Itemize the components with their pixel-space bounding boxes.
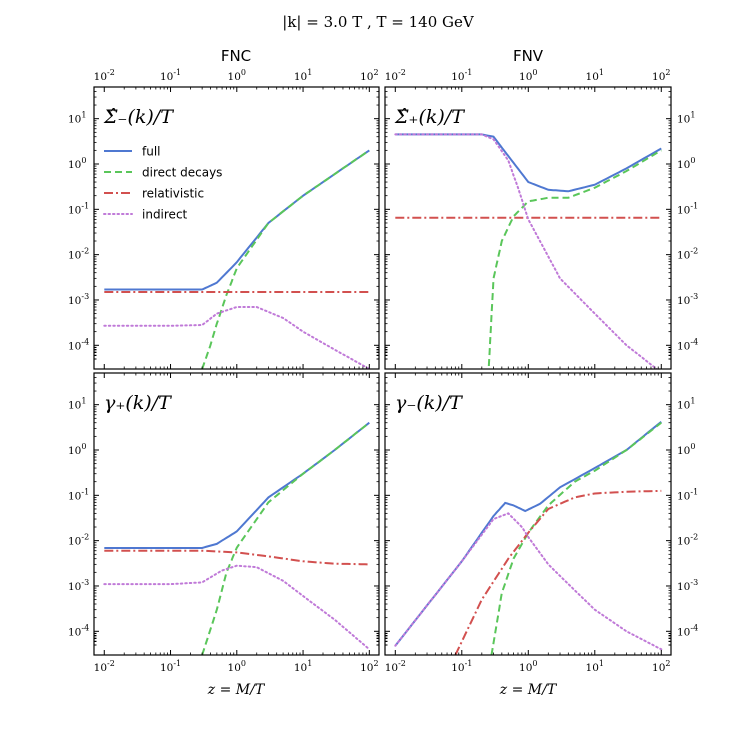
series-indirect-line bbox=[394, 133, 659, 369]
legend-label: relativistic bbox=[142, 187, 204, 201]
panel-frame bbox=[93, 372, 380, 656]
series-indirect-line bbox=[394, 512, 663, 651]
x-tick-label: 10-2 bbox=[385, 659, 406, 674]
x-tick-label: 100 bbox=[519, 68, 537, 83]
y-tick-label: 101 bbox=[68, 111, 86, 126]
panel-FNC-top bbox=[93, 86, 380, 370]
x-axis-label: z = M/T bbox=[499, 682, 558, 698]
series-direct-decays-line bbox=[201, 421, 370, 655]
x-tick-label: 100 bbox=[519, 659, 537, 674]
panel-label: Σ̂₋(k)/T bbox=[103, 106, 174, 128]
x-tick-label: 101 bbox=[294, 659, 312, 674]
series-relativistic-line bbox=[454, 489, 662, 655]
legend-label: direct decays bbox=[142, 166, 222, 180]
y-tick-label: 10-4 bbox=[677, 337, 698, 352]
x-tick-label: 102 bbox=[360, 659, 378, 674]
x-tick-label: 102 bbox=[652, 68, 670, 83]
series-full-line bbox=[104, 421, 370, 549]
panel-label: γ₊(k)/T bbox=[104, 392, 172, 414]
series-direct-decays-line bbox=[201, 149, 370, 369]
x-tick-label: 102 bbox=[652, 659, 670, 674]
y-tick-label: 10-4 bbox=[677, 623, 698, 638]
plot-area bbox=[93, 86, 672, 656]
y-tick-label: 10-2 bbox=[677, 533, 698, 548]
panel-FNC-bottom bbox=[93, 372, 380, 656]
y-tick-label: 100 bbox=[68, 156, 86, 171]
legend-label: full bbox=[142, 145, 161, 159]
x-tick-label: 10-1 bbox=[451, 68, 472, 83]
y-tick-label: 10-1 bbox=[68, 487, 89, 502]
panel-FNV-top bbox=[384, 86, 672, 370]
series-indirect-line bbox=[103, 564, 371, 651]
legend-label: indirect bbox=[142, 208, 188, 222]
x-tick-label: 102 bbox=[360, 68, 378, 83]
y-tick-label: 10-2 bbox=[68, 247, 89, 262]
x-tick-label: 10-1 bbox=[451, 659, 472, 674]
y-tick-label: 10-4 bbox=[68, 337, 89, 352]
y-tick-label: 10-1 bbox=[677, 201, 698, 216]
series-direct-decays-line bbox=[487, 149, 662, 369]
y-tick-label: 10-2 bbox=[68, 533, 89, 548]
y-tick-label: 10-1 bbox=[68, 201, 89, 216]
x-axis-label: z = M/T bbox=[207, 682, 266, 698]
x-tick-label: 10-1 bbox=[160, 68, 181, 83]
x-tick-label: 101 bbox=[586, 68, 604, 83]
y-tick-label: 100 bbox=[68, 442, 86, 457]
y-tick-label: 10-4 bbox=[68, 623, 89, 638]
x-tick-label: 100 bbox=[228, 68, 246, 83]
column-title-fnv: FNV bbox=[513, 47, 544, 65]
y-tick-label: 10-3 bbox=[677, 292, 698, 307]
y-tick-label: 101 bbox=[677, 397, 695, 412]
series-full-line bbox=[394, 421, 662, 647]
y-tick-label: 10-3 bbox=[677, 578, 698, 593]
x-tick-label: 100 bbox=[228, 659, 246, 674]
x-tick-label: 101 bbox=[294, 68, 312, 83]
column-title-fnc: FNC bbox=[221, 47, 251, 65]
series-relativistic-line bbox=[104, 549, 370, 566]
y-tick-label: 100 bbox=[677, 442, 695, 457]
y-tick-label: 10-1 bbox=[677, 487, 698, 502]
x-tick-label: 10-2 bbox=[385, 68, 406, 83]
y-tick-label: 10-2 bbox=[677, 247, 698, 262]
series-full-line bbox=[395, 133, 662, 193]
panel-FNV-bottom bbox=[384, 372, 672, 656]
y-tick-label: 10-3 bbox=[68, 578, 89, 593]
y-tick-label: 10-3 bbox=[68, 292, 89, 307]
x-tick-label: 10-2 bbox=[94, 68, 115, 83]
y-tick-label: 101 bbox=[68, 397, 86, 412]
figure-labels: 10-2 10-1 100 101 102 10-4 10-3 10-2 10-1 100 101 Σ… bbox=[68, 13, 698, 698]
x-tick-label: 10-1 bbox=[160, 659, 181, 674]
panel-frame bbox=[384, 372, 672, 656]
series-direct-decays-line bbox=[490, 421, 662, 655]
x-tick-label: 101 bbox=[586, 659, 604, 674]
panel-label: Σ̂₊(k)/T bbox=[394, 106, 465, 128]
panel-frame bbox=[384, 86, 672, 370]
y-tick-label: 100 bbox=[677, 156, 695, 171]
x-tick-label: 10-2 bbox=[94, 659, 115, 674]
legend: full direct decays relativistic indirect bbox=[103, 145, 222, 222]
figure-title: |k| = 3.0 T , T = 140 GeV bbox=[282, 13, 475, 31]
y-tick-label: 101 bbox=[677, 111, 695, 126]
panel-label: γ₋(k)/T bbox=[395, 392, 463, 414]
series-indirect-line bbox=[103, 306, 371, 369]
